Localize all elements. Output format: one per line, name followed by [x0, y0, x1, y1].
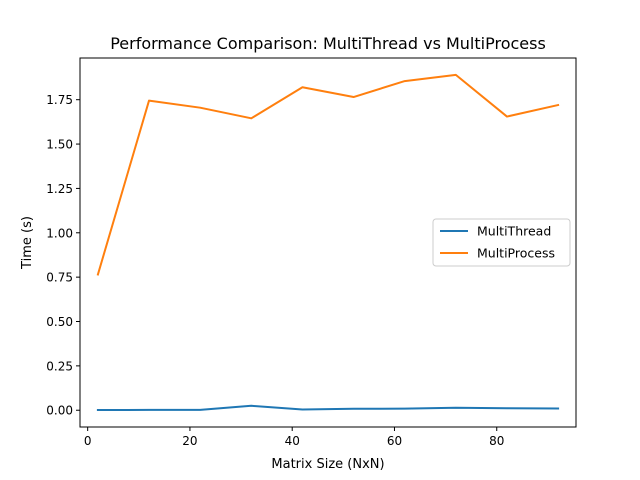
y-tick-label: 1.75 [46, 93, 73, 107]
plot-frame [79, 57, 577, 428]
series-line-multiprocess [96, 73, 560, 276]
chart-title: Performance Comparison: MultiThread vs M… [110, 34, 546, 53]
series-lines [96, 73, 560, 412]
legend-label-multiprocess: MultiProcess [477, 246, 555, 261]
x-axis-ticks: 0 20 40 60 80 [84, 427, 504, 448]
y-axis-ticks: 0.00 0.25 0.50 0.75 1.00 1.25 1.50 1.75 [46, 93, 80, 418]
legend: MultiThread MultiProcess [432, 218, 571, 267]
y-tick-label: 1.50 [46, 138, 73, 152]
y-tick-label: 0.50 [46, 315, 73, 329]
legend-label-multithread: MultiThread [477, 224, 551, 239]
x-tick-label: 80 [489, 434, 504, 448]
y-tick-label: 0.75 [46, 271, 73, 285]
x-tick-label: 0 [84, 434, 92, 448]
x-tick-label: 40 [285, 434, 300, 448]
y-tick-label: 0.25 [46, 359, 73, 373]
y-tick-label: 1.25 [46, 182, 73, 196]
series-line-multithread [96, 404, 560, 412]
y-tick-label: 0.00 [46, 404, 73, 418]
y-axis-label: Time (s) [20, 216, 35, 270]
x-axis-label: Matrix Size (NxN) [271, 457, 384, 472]
y-tick-label: 1.00 [46, 226, 73, 240]
x-tick-label: 20 [182, 434, 197, 448]
x-tick-label: 60 [387, 434, 402, 448]
